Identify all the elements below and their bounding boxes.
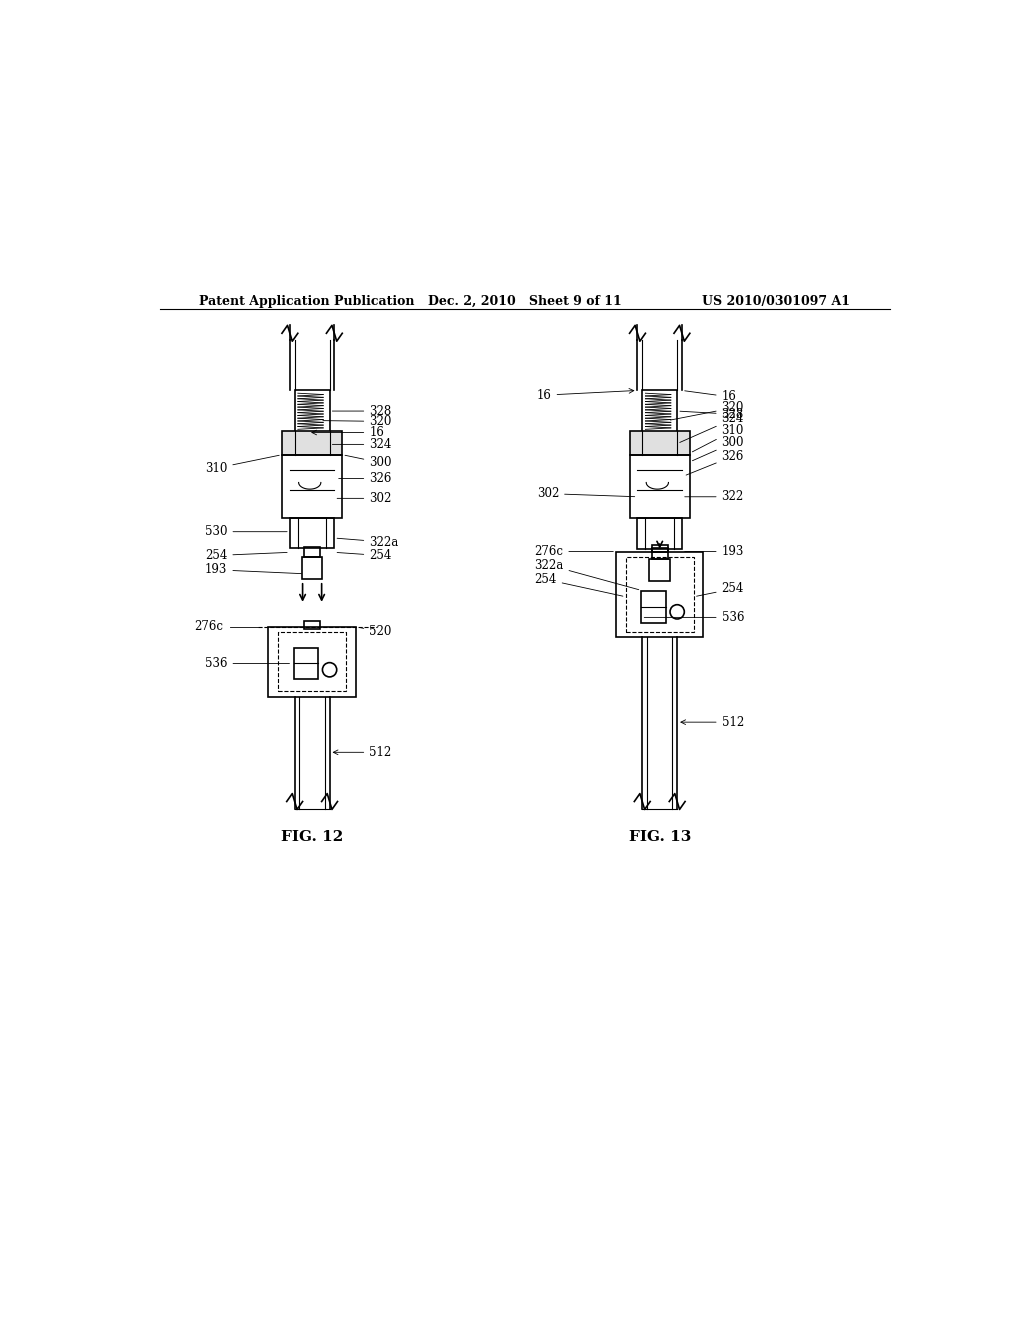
Text: 322a: 322a: [337, 536, 398, 549]
Bar: [626, 557, 694, 632]
Text: 324: 324: [680, 412, 744, 442]
Bar: [630, 430, 690, 454]
Text: 193: 193: [685, 545, 744, 558]
Text: 276c: 276c: [195, 620, 223, 634]
Bar: [642, 391, 677, 433]
Bar: [268, 627, 355, 697]
Text: 536: 536: [644, 611, 744, 624]
Bar: [282, 430, 342, 454]
Text: 16: 16: [537, 388, 634, 401]
Text: 328: 328: [333, 404, 391, 417]
Text: 254: 254: [337, 549, 391, 562]
Bar: [638, 519, 682, 549]
Text: 254: 254: [535, 573, 623, 597]
Bar: [282, 454, 342, 519]
Bar: [630, 454, 690, 519]
Bar: [290, 519, 334, 548]
Text: 530: 530: [205, 525, 287, 539]
Text: 322a: 322a: [535, 558, 639, 590]
Bar: [616, 552, 703, 638]
Text: 302: 302: [537, 487, 635, 500]
Text: 322: 322: [685, 490, 743, 503]
Text: 310: 310: [692, 425, 744, 451]
Text: 276c: 276c: [535, 545, 613, 558]
Text: 16: 16: [685, 391, 736, 404]
Text: 520: 520: [359, 626, 391, 638]
Text: 16: 16: [312, 426, 384, 440]
Text: 193: 193: [205, 564, 301, 577]
Text: 326: 326: [686, 450, 744, 475]
Text: 254: 254: [696, 582, 744, 597]
Text: 320: 320: [671, 401, 744, 420]
Text: 300: 300: [692, 437, 744, 461]
Text: 328: 328: [680, 408, 743, 421]
Text: Dec. 2, 2010   Sheet 9 of 11: Dec. 2, 2010 Sheet 9 of 11: [428, 296, 622, 308]
Text: 300: 300: [345, 455, 392, 469]
Bar: [302, 557, 323, 579]
Text: FIG. 12: FIG. 12: [281, 830, 343, 845]
Text: 320: 320: [323, 414, 391, 428]
Text: Patent Application Publication: Patent Application Publication: [200, 296, 415, 308]
Bar: [295, 391, 330, 433]
Text: 310: 310: [205, 455, 280, 475]
Bar: [641, 591, 666, 623]
Bar: [652, 545, 668, 552]
Text: 536: 536: [205, 657, 290, 671]
Text: 512: 512: [333, 746, 391, 759]
Bar: [304, 546, 321, 557]
Bar: [278, 632, 346, 692]
Bar: [649, 558, 670, 581]
Bar: [304, 620, 321, 628]
Text: FIG. 13: FIG. 13: [629, 830, 691, 845]
Bar: [294, 648, 318, 680]
Text: 254: 254: [205, 549, 287, 562]
Text: 326: 326: [339, 473, 391, 484]
Text: 512: 512: [681, 715, 743, 729]
Text: 302: 302: [337, 492, 391, 504]
Bar: [652, 548, 668, 558]
Text: US 2010/0301097 A1: US 2010/0301097 A1: [702, 296, 850, 308]
Text: 324: 324: [333, 438, 391, 451]
